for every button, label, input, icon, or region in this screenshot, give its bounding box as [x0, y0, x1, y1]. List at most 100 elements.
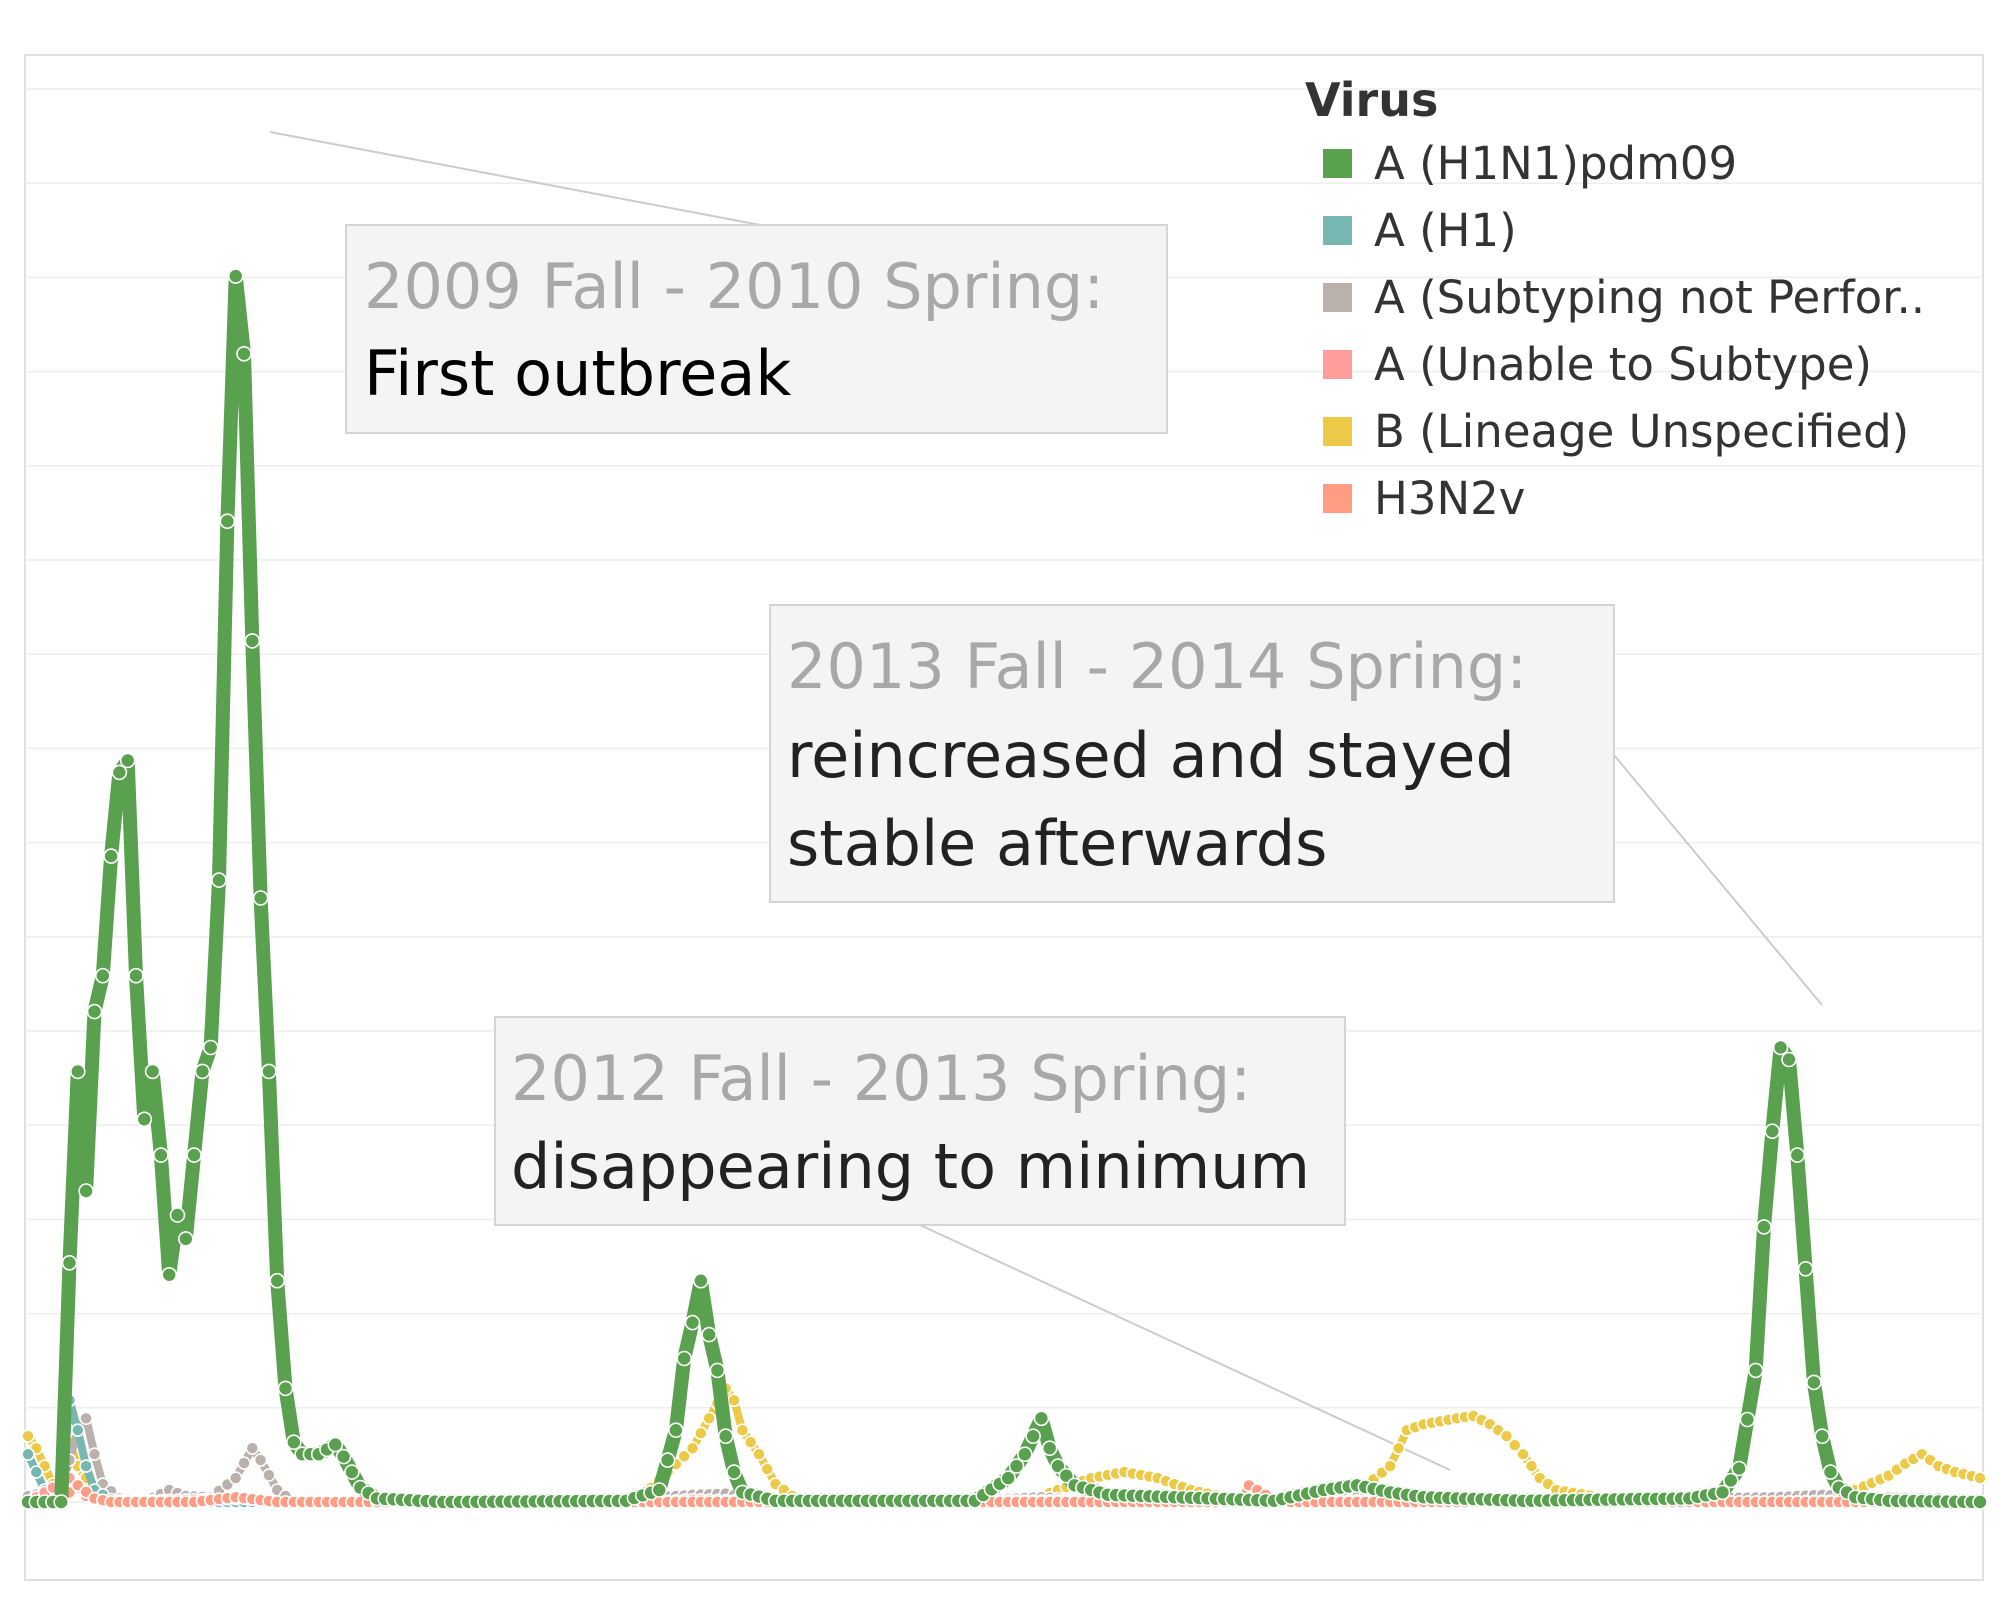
data-point[interactable]: [178, 1231, 194, 1247]
data-point[interactable]: [29, 1465, 44, 1479]
data-point[interactable]: [71, 1423, 85, 1437]
legend-item[interactable]: A (H1): [1323, 204, 1517, 257]
data-point[interactable]: [119, 752, 136, 769]
data-point[interactable]: [1524, 1459, 1539, 1473]
data-point[interactable]: [1723, 1472, 1739, 1489]
legend-item[interactable]: B (Lineage Unspecified): [1323, 405, 1909, 458]
data-point[interactable]: [668, 1422, 684, 1438]
data-point[interactable]: [219, 513, 236, 530]
data-point[interactable]: [344, 1464, 360, 1480]
data-point[interactable]: [237, 1456, 251, 1470]
data-point[interactable]: [1017, 1446, 1033, 1462]
data-point[interactable]: [1508, 1438, 1522, 1452]
annotation-text: disappearing to minimum: [511, 1130, 1310, 1203]
data-point[interactable]: [1756, 1219, 1772, 1235]
data-point[interactable]: [1972, 1494, 1988, 1510]
data-point[interactable]: [752, 1447, 766, 1461]
legend-swatch: [1323, 350, 1352, 379]
data-point[interactable]: [685, 1441, 700, 1455]
data-point[interactable]: [161, 1267, 177, 1283]
data-point[interactable]: [252, 890, 269, 906]
data-point[interactable]: [244, 633, 261, 649]
data-point[interactable]: [136, 1111, 153, 1128]
data-point[interactable]: [701, 1326, 717, 1343]
data-point[interactable]: [1731, 1460, 1747, 1477]
data-point[interactable]: [227, 268, 244, 284]
data-point[interactable]: [285, 1434, 302, 1450]
data-point[interactable]: [169, 1207, 186, 1223]
data-point[interactable]: [186, 1147, 202, 1163]
data-point[interactable]: [86, 1003, 103, 1020]
data-point[interactable]: [1041, 1440, 1058, 1456]
data-point[interactable]: [677, 1449, 692, 1463]
data-point[interactable]: [1383, 1459, 1397, 1473]
data-point[interactable]: [53, 1494, 70, 1510]
data-point[interactable]: [245, 1441, 260, 1455]
data-point[interactable]: [1772, 1039, 1789, 1056]
legend-item[interactable]: A (Unable to Subtype): [1323, 338, 1872, 391]
legend-item[interactable]: A (H1N1)pdm09: [1323, 137, 1737, 190]
legend-item[interactable]: H3N2v: [1323, 472, 1525, 525]
data-point[interactable]: [61, 1255, 78, 1271]
data-point[interactable]: [194, 1063, 211, 1080]
data-point[interactable]: [1973, 1471, 1987, 1485]
data-point[interactable]: [717, 1428, 734, 1444]
data-point[interactable]: [1739, 1411, 1756, 1428]
data-point[interactable]: [70, 1063, 86, 1080]
data-point[interactable]: [726, 1464, 742, 1480]
data-point[interactable]: [262, 1468, 276, 1482]
data-point[interactable]: [1025, 1428, 1041, 1444]
data-point[interactable]: [693, 1426, 708, 1440]
data-point[interactable]: [1747, 1362, 1764, 1379]
data-point[interactable]: [153, 1147, 169, 1163]
data-point[interactable]: [1391, 1441, 1406, 1455]
data-point[interactable]: [236, 345, 252, 362]
data-point[interactable]: [269, 1272, 286, 1289]
data-point[interactable]: [78, 1183, 94, 1199]
data-point[interactable]: [79, 1459, 93, 1473]
data-point[interactable]: [651, 1482, 668, 1498]
data-point[interactable]: [760, 1462, 775, 1476]
data-point[interactable]: [1714, 1484, 1731, 1501]
data-point[interactable]: [87, 1447, 102, 1461]
data-point[interactable]: [692, 1272, 709, 1289]
data-point[interactable]: [1781, 1051, 1797, 1068]
data-point[interactable]: [702, 1411, 716, 1426]
data-point[interactable]: [277, 1380, 294, 1397]
data-point[interactable]: [1789, 1147, 1806, 1163]
data-point[interactable]: [95, 967, 111, 984]
data-point[interactable]: [727, 1393, 741, 1408]
data-point[interactable]: [79, 1411, 93, 1426]
data-point[interactable]: [211, 872, 227, 888]
data-point[interactable]: [684, 1314, 701, 1331]
data-point[interactable]: [735, 1423, 750, 1437]
data-point[interactable]: [335, 1448, 352, 1465]
data-point[interactable]: [743, 1435, 758, 1449]
data-point[interactable]: [1000, 1470, 1017, 1486]
data-point[interactable]: [21, 1447, 35, 1461]
annotation-box: [769, 604, 1615, 903]
data-point[interactable]: [128, 967, 144, 984]
data-point[interactable]: [21, 1429, 35, 1443]
data-point[interactable]: [144, 1063, 161, 1080]
data-point[interactable]: [1797, 1261, 1814, 1277]
data-point[interactable]: [1814, 1428, 1830, 1444]
data-point[interactable]: [111, 764, 128, 781]
data-point[interactable]: [253, 1453, 268, 1467]
data-point[interactable]: [1033, 1410, 1050, 1427]
data-point[interactable]: [1499, 1429, 1514, 1443]
data-point[interactable]: [1008, 1458, 1025, 1474]
data-point[interactable]: [1822, 1464, 1839, 1480]
data-point[interactable]: [228, 1471, 243, 1485]
data-point[interactable]: [261, 1063, 277, 1080]
data-point[interactable]: [709, 1362, 726, 1379]
data-point[interactable]: [659, 1452, 676, 1468]
data-point[interactable]: [202, 1039, 219, 1056]
data-point[interactable]: [103, 848, 119, 864]
data-point[interactable]: [676, 1350, 693, 1367]
legend-item[interactable]: A (Subtyping not Perfor..: [1323, 271, 1925, 324]
data-point[interactable]: [1764, 1123, 1781, 1139]
data-point[interactable]: [1806, 1374, 1822, 1391]
data-point[interactable]: [327, 1436, 344, 1453]
data-point[interactable]: [1516, 1447, 1530, 1461]
